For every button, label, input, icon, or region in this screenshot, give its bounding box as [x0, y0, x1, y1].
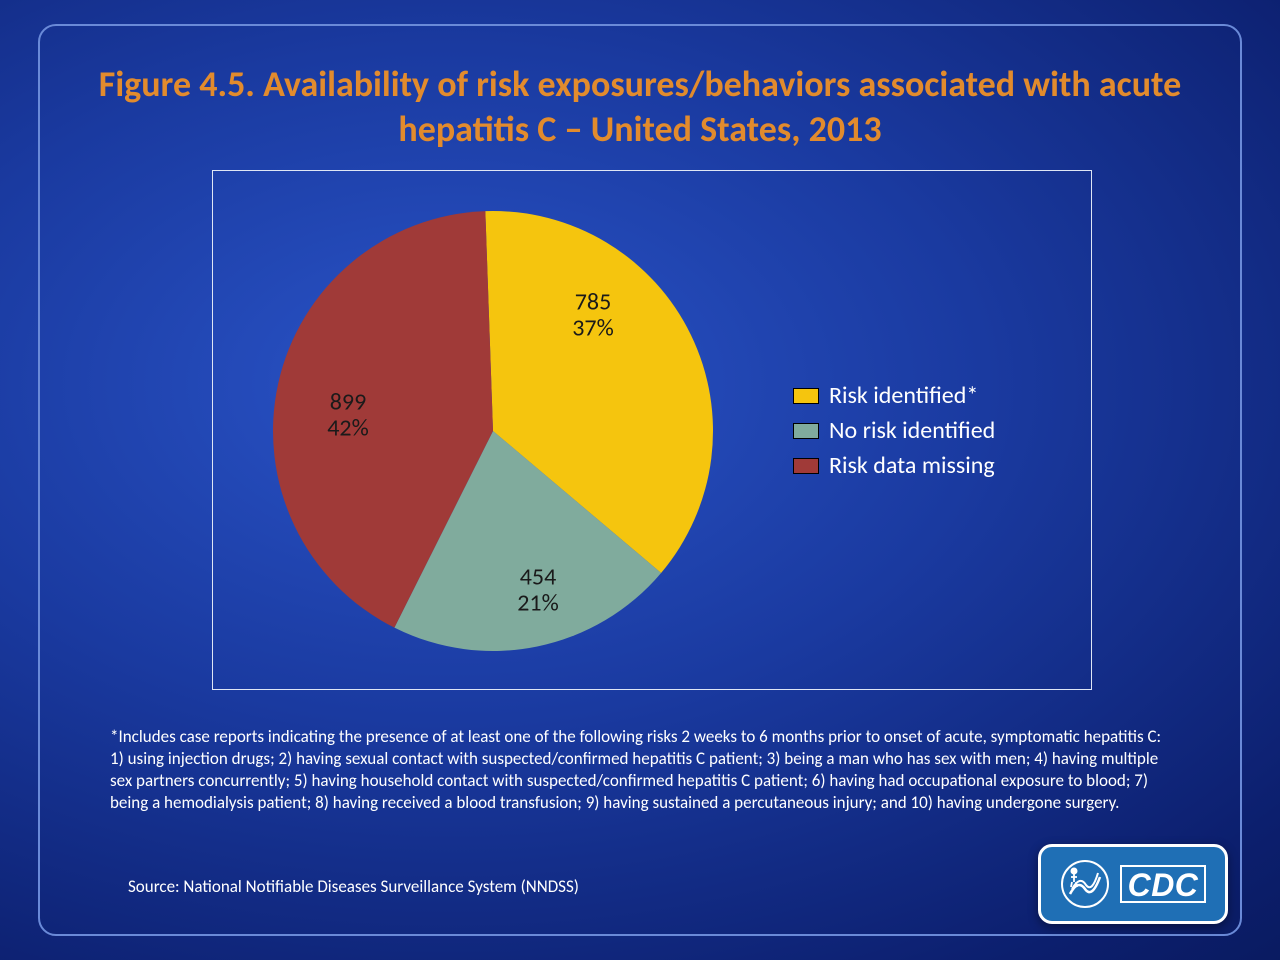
footnote-text: *Includes case reports indicating the pr… [110, 726, 1170, 814]
slice-label-no_risk_identified: 45421% [517, 565, 558, 618]
slide-frame: Figure 4.5. Availability of risk exposur… [38, 24, 1242, 936]
cdc-text: CDC [1120, 865, 1207, 903]
legend-item-no_risk_identified: No risk identified [793, 416, 995, 445]
pie-chart-area: Risk identified* No risk identified Risk d… [212, 170, 1092, 690]
hhs-icon [1060, 859, 1110, 909]
legend-swatch [793, 388, 819, 404]
slice-label-risk_data_missing: 89942% [327, 390, 368, 443]
legend-label: No risk identified [829, 416, 995, 445]
slice-label-risk_identified: 78537% [572, 290, 613, 343]
legend-item-risk_identified: Risk identified* [793, 381, 995, 410]
source-text: Source: National Notifiable Diseases Sur… [128, 876, 579, 897]
legend-swatch [793, 423, 819, 439]
cdc-logo-badge: CDC [1038, 844, 1228, 924]
figure-title: Figure 4.5. Availability of risk exposur… [82, 62, 1198, 152]
legend-label: Risk data missing [829, 451, 995, 480]
legend-swatch [793, 458, 819, 474]
legend-label: Risk identified* [829, 381, 978, 410]
legend: Risk identified* No risk identified Risk d… [793, 381, 995, 480]
legend-item-risk_data_missing: Risk data missing [793, 451, 995, 480]
